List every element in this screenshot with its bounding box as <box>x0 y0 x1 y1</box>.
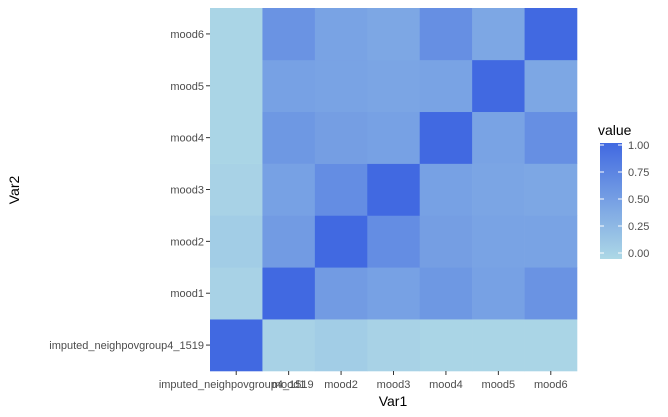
heatmap-cell-mood1-mood1 <box>262 267 316 320</box>
heatmap-cell-mood4-mood1 <box>419 267 473 320</box>
heatmap-cell-imputed_neighpovgroup4_1519-mood6 <box>210 8 263 61</box>
heatmap-cell-mood3-mood2 <box>367 215 421 268</box>
heatmap-cell-mood3-mood1 <box>367 267 421 320</box>
heatmap-cell-mood5-mood2 <box>472 215 525 268</box>
x-tick-label: mood2 <box>324 379 358 391</box>
heatmap-cell-mood3-mood5 <box>367 59 421 113</box>
heatmap-cell-mood4-mood3 <box>419 163 473 216</box>
heatmap-cell-mood3-mood6 <box>367 8 421 61</box>
heatmap-cell-mood5-mood5 <box>472 59 525 113</box>
y-tick-label: mood1 <box>170 288 204 300</box>
heatmap-cell-mood2-mood4 <box>314 111 368 164</box>
legend-tick-label: 1.00 <box>628 140 649 152</box>
heatmap-cell-mood1-mood4 <box>262 111 316 164</box>
heatmap-cell-mood5-mood6 <box>472 8 525 61</box>
heatmap-cell-mood6-mood5 <box>524 59 578 113</box>
heatmap-cell-mood3-imputed_neighpovgroup4_1519 <box>367 319 421 372</box>
legend: value 1.00 0.75 0.50 0.25 0.00 <box>598 122 649 260</box>
heatmap-cell-mood4-mood6 <box>419 8 473 61</box>
y-axis: imputed_neighpovgroup4_1519 mood1 mood2 moo… <box>49 29 210 352</box>
heatmap-cell-mood6-mood2 <box>524 215 578 268</box>
legend-tick-label: 0.50 <box>628 194 649 206</box>
x-axis-title: Var1 <box>379 393 408 409</box>
heatmap-tiles <box>210 8 578 372</box>
heatmap-cell-mood4-mood5 <box>419 59 473 113</box>
y-axis-title: Var2 <box>6 176 22 205</box>
heatmap-cell-mood6-mood3 <box>524 163 578 216</box>
heatmap-cell-imputed_neighpovgroup4_1519-mood3 <box>210 163 263 216</box>
heatmap-cell-mood2-imputed_neighpovgroup4_1519 <box>314 319 368 372</box>
heatmap-cell-mood5-mood3 <box>472 163 525 216</box>
y-tick-label: mood4 <box>170 133 204 145</box>
legend-tick-label: 0.75 <box>628 167 649 179</box>
heatmap-cell-mood6-mood4 <box>524 111 578 164</box>
heatmap-cell-mood4-imputed_neighpovgroup4_1519 <box>419 319 473 372</box>
heatmap-cell-imputed_neighpovgroup4_1519-mood4 <box>210 111 263 164</box>
heatmap-cell-imputed_neighpovgroup4_1519-mood1 <box>210 267 263 320</box>
x-tick-label: mood1 <box>272 379 306 391</box>
heatmap-cell-mood2-mood2 <box>314 215 368 268</box>
heatmap-cell-mood3-mood4 <box>367 111 421 164</box>
y-tick-label: mood6 <box>170 29 204 41</box>
heatmap-cell-mood5-mood4 <box>472 111 525 164</box>
y-tick-label: imputed_neighpovgroup4_1519 <box>49 340 204 352</box>
legend-ticks: 1.00 0.75 0.50 0.25 0.00 <box>600 140 649 260</box>
heatmap-cell-mood2-mood3 <box>314 163 368 216</box>
x-tick-label: imputed_neighpovgroup4_1519 <box>159 379 314 391</box>
x-tick-label: mood4 <box>429 379 463 391</box>
heatmap-cell-mood1-mood5 <box>262 59 316 113</box>
y-tick-label: mood2 <box>170 236 204 248</box>
heatmap-cell-mood4-mood2 <box>419 215 473 268</box>
x-tick-label: mood6 <box>534 379 568 391</box>
heatmap-cell-mood6-mood6 <box>524 8 578 61</box>
heatmap-cell-mood1-mood2 <box>262 215 316 268</box>
heatmap-cell-mood2-mood5 <box>314 59 368 113</box>
heatmap-cell-mood2-mood6 <box>314 8 368 61</box>
heatmap-cell-mood1-mood6 <box>262 8 316 61</box>
heatmap-cell-imputed_neighpovgroup4_1519-mood5 <box>210 59 263 113</box>
heatmap-cell-mood4-mood4 <box>419 111 473 164</box>
legend-tick-label: 0.00 <box>628 248 649 260</box>
y-tick-label: mood3 <box>170 185 204 197</box>
heatmap-cell-mood1-mood3 <box>262 163 316 216</box>
legend-tick-label: 0.25 <box>628 221 649 233</box>
heatmap-cell-mood6-imputed_neighpovgroup4_1519 <box>524 319 578 372</box>
legend-title: value <box>598 122 632 138</box>
y-tick-label: mood5 <box>170 81 204 93</box>
x-tick-label: mood5 <box>482 379 516 391</box>
heatmap-cell-mood5-mood1 <box>472 267 525 320</box>
legend-colorbar <box>600 143 622 259</box>
x-tick-label: mood3 <box>377 379 411 391</box>
heatmap-cell-mood5-imputed_neighpovgroup4_1519 <box>472 319 525 372</box>
heatmap-cell-mood2-mood1 <box>314 267 368 320</box>
heatmap-cell-mood3-mood3 <box>367 163 421 216</box>
heatmap-cell-mood1-imputed_neighpovgroup4_1519 <box>262 319 316 372</box>
heatmap-cell-imputed_neighpovgroup4_1519-mood2 <box>210 215 263 268</box>
heatmap-cell-imputed_neighpovgroup4_1519-imputed_neighpovgroup4_1519 <box>210 319 263 372</box>
heatmap-cell-mood6-mood1 <box>524 267 578 320</box>
